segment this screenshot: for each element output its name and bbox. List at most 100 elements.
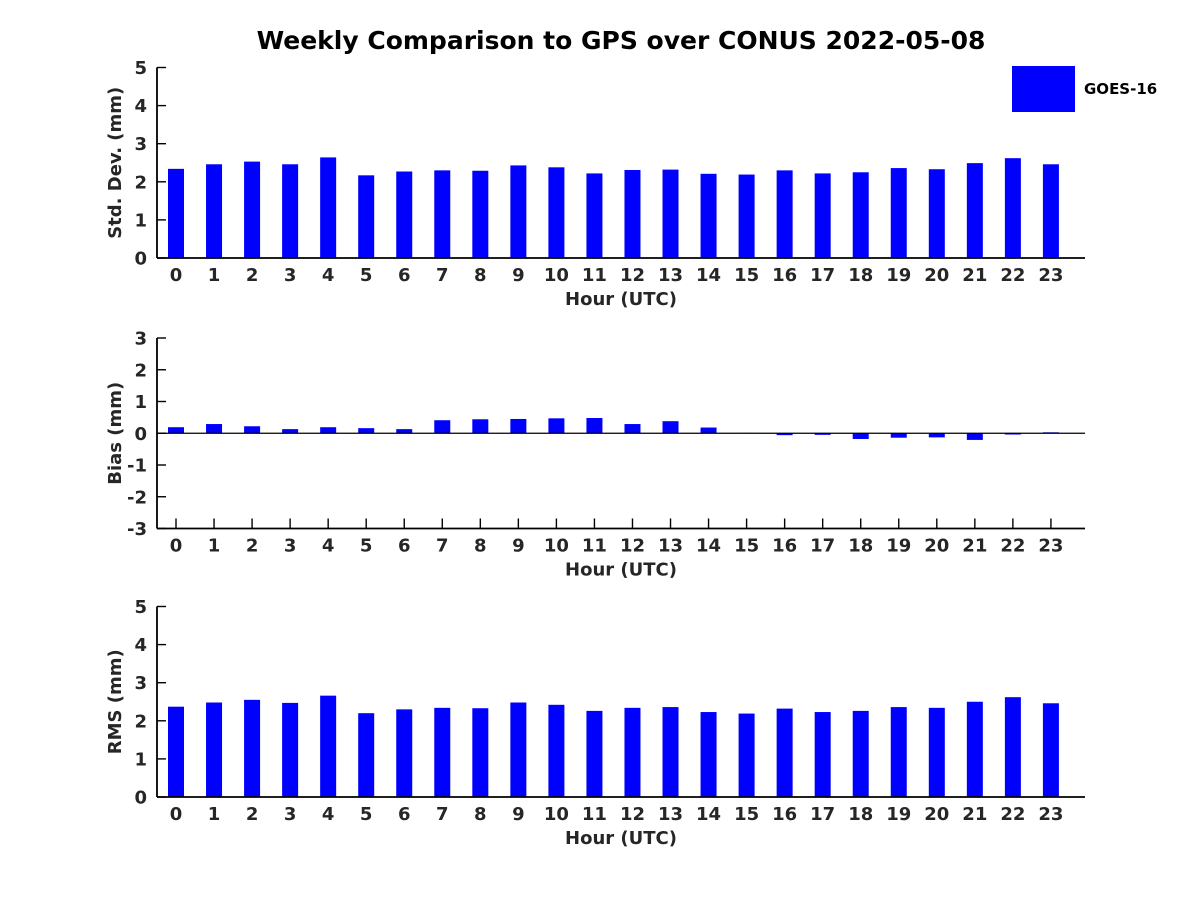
x-tick-label: 23 xyxy=(1038,536,1063,557)
x-tick-label: 18 xyxy=(848,265,873,286)
x-tick-label: 11 xyxy=(582,536,607,557)
x-tick-label: 19 xyxy=(886,265,911,286)
std-dev-bar-h9 xyxy=(510,165,527,258)
x-tick-label: 7 xyxy=(436,265,449,286)
x-tick-label: 3 xyxy=(284,536,297,557)
x-tick-label: 23 xyxy=(1038,265,1063,286)
bias-bar-h8 xyxy=(472,419,489,434)
bias-bar-h12 xyxy=(624,424,641,434)
rms-bar-h6 xyxy=(396,709,413,797)
std-dev-bar-h5 xyxy=(358,175,375,258)
y-tick-label: 2 xyxy=(134,172,147,193)
bias-bar-h10 xyxy=(548,418,565,434)
y-tick-label: 3 xyxy=(134,673,147,694)
x-tick-label: 5 xyxy=(360,265,373,286)
rms-bar-h8 xyxy=(472,708,489,797)
std-dev-bar-h2 xyxy=(244,161,261,258)
y-tick-label: 1 xyxy=(134,210,147,231)
x-tick-label: 10 xyxy=(544,804,569,825)
x-tick-label: 9 xyxy=(512,265,525,286)
y-tick-label: 3 xyxy=(134,134,147,155)
rms-bar-h19 xyxy=(890,707,907,797)
bias-bar-h2 xyxy=(244,426,261,434)
x-tick-label: 14 xyxy=(696,265,721,286)
x-tick-label: 15 xyxy=(734,536,759,557)
x-tick-label: 8 xyxy=(474,804,487,825)
rms-bar-h12 xyxy=(624,707,641,797)
rms-xlabel: Hour (UTC) xyxy=(565,828,677,849)
rms-bar-h16 xyxy=(776,708,793,797)
rms-bar-h17 xyxy=(814,712,831,797)
rms-bar-h7 xyxy=(434,707,451,797)
x-tick-label: 19 xyxy=(886,804,911,825)
x-tick-label: 14 xyxy=(696,536,721,557)
x-tick-label: 2 xyxy=(246,265,259,286)
x-tick-label: 15 xyxy=(734,265,759,286)
x-tick-label: 0 xyxy=(170,804,183,825)
std-dev-bar-h13 xyxy=(662,169,679,258)
bias-bar-h11 xyxy=(586,418,603,434)
x-tick-label: 8 xyxy=(474,265,487,286)
x-tick-label: 12 xyxy=(620,536,645,557)
rms-bar-h9 xyxy=(510,702,527,797)
x-tick-label: 6 xyxy=(398,536,411,557)
x-tick-label: 2 xyxy=(246,804,259,825)
legend-swatch-goes16 xyxy=(1012,66,1075,112)
x-tick-label: 7 xyxy=(436,536,449,557)
rms-bar-h21 xyxy=(966,701,983,797)
x-tick-label: 14 xyxy=(696,804,721,825)
x-tick-label: 10 xyxy=(544,265,569,286)
rms-bar-h5 xyxy=(358,713,375,797)
x-tick-label: 23 xyxy=(1038,804,1063,825)
bias-bar-h9 xyxy=(510,418,527,434)
x-tick-label: 20 xyxy=(924,536,949,557)
x-tick-label: 12 xyxy=(620,265,645,286)
y-tick-label: 3 xyxy=(134,329,147,350)
rms-bar-h3 xyxy=(282,702,299,797)
x-tick-label: 10 xyxy=(544,536,569,557)
bias-ylabel: Bias (mm) xyxy=(105,382,126,485)
x-tick-label: 16 xyxy=(772,265,797,286)
y-tick-label: 5 xyxy=(134,597,147,618)
rms-bar-h18 xyxy=(852,710,869,797)
rms-bar-h4 xyxy=(320,695,337,797)
legend: GOES-16 xyxy=(1012,66,1157,112)
x-tick-label: 18 xyxy=(848,536,873,557)
bias-bar-h0 xyxy=(168,427,184,434)
x-tick-label: 11 xyxy=(582,265,607,286)
std-dev-bar-h6 xyxy=(396,171,413,258)
x-tick-label: 1 xyxy=(208,804,221,825)
y-tick-label: -3 xyxy=(127,519,147,540)
x-tick-label: 3 xyxy=(284,804,297,825)
std-dev-bar-h3 xyxy=(282,164,299,258)
y-tick-label: 5 xyxy=(134,58,147,79)
x-tick-label: 18 xyxy=(848,804,873,825)
x-tick-label: 13 xyxy=(658,804,683,825)
chart-title: Weekly Comparison to GPS over CONUS 2022… xyxy=(256,26,986,55)
rms-bar-h11 xyxy=(586,710,603,797)
x-tick-label: 21 xyxy=(962,804,987,825)
x-tick-label: 0 xyxy=(170,536,183,557)
bias-bar-h3 xyxy=(282,429,299,434)
std-dev-bar-h0 xyxy=(168,168,184,258)
std-dev-bar-h14 xyxy=(700,173,717,258)
bias-bar-h19 xyxy=(890,433,907,438)
std-dev-bar-h21 xyxy=(966,163,983,258)
bias-bar-h7 xyxy=(434,420,451,434)
std-dev-bar-h20 xyxy=(928,169,945,258)
bias-bar-h6 xyxy=(396,429,413,434)
bias-bar-h4 xyxy=(320,427,337,434)
rms-bar-h2 xyxy=(244,699,261,797)
x-tick-label: 9 xyxy=(512,536,525,557)
x-tick-label: 5 xyxy=(360,536,373,557)
y-tick-label: 2 xyxy=(134,360,147,381)
std-dev-bar-h12 xyxy=(624,169,641,258)
x-tick-label: 21 xyxy=(962,536,987,557)
std-dev-bar-h8 xyxy=(472,170,489,258)
std-dev-ylabel: Std. Dev. (mm) xyxy=(105,87,126,239)
